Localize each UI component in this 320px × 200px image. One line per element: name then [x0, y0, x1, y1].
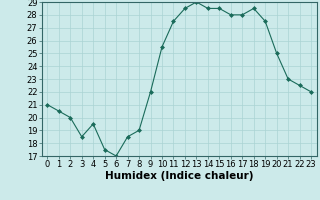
X-axis label: Humidex (Indice chaleur): Humidex (Indice chaleur): [105, 171, 253, 181]
